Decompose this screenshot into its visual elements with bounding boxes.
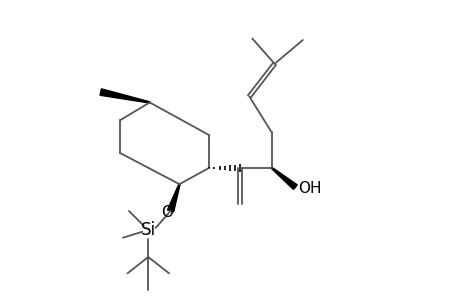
Polygon shape — [100, 89, 150, 103]
Text: OH: OH — [298, 181, 321, 196]
Text: O: O — [161, 205, 173, 220]
Polygon shape — [167, 184, 179, 212]
Polygon shape — [271, 167, 297, 190]
Text: Si: Si — [140, 221, 156, 239]
